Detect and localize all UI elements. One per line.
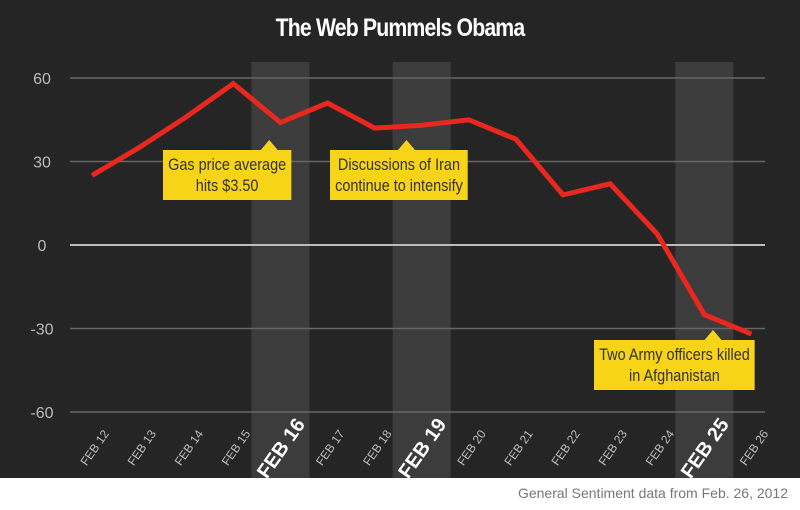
highlight-band — [675, 62, 734, 478]
annotation-text: Gas price average — [168, 155, 287, 174]
y-tick-label: -60 — [30, 405, 53, 422]
annotation-text: continue to intensify — [335, 176, 463, 195]
x-tick-label: FEB 22 — [549, 427, 584, 468]
annotation-text: hits $3.50 — [195, 176, 259, 195]
annotation-gas-price: Gas price average hits $3.50 — [163, 140, 292, 200]
highlight-band — [392, 62, 451, 478]
highlight-band — [251, 62, 310, 478]
x-tick-label: FEB 23 — [596, 427, 631, 468]
x-tick-label: FEB 20 — [454, 427, 489, 468]
chart-title: The Web Pummels Obama — [275, 14, 525, 42]
y-tick-label: -30 — [30, 322, 53, 339]
annotation-afghanistan: Two Army officers killed in Afghanistan — [594, 330, 755, 390]
y-tick-label: 60 — [33, 71, 51, 88]
y-tick-label: 30 — [33, 155, 51, 172]
x-tick-label: FEB 17 — [313, 427, 348, 468]
annotation-text: Two Army officers killed — [599, 345, 750, 364]
x-tick-label: FEB 12 — [78, 427, 113, 468]
x-tick-label: FEB 14 — [172, 427, 207, 468]
x-tick-label: FEB 13 — [125, 427, 160, 468]
annotation-text: in Afghanistan — [629, 366, 720, 385]
x-tick-label: FEB 15 — [219, 427, 254, 468]
source-note: General Sentiment data from Feb. 26, 201… — [517, 485, 788, 501]
chart-area: 60 30 0 -30 -60 FEB 12 FEB 13 FEB 14 FEB 15 FEB 1… — [0, 0, 800, 478]
x-tick-label: FEB 26 — [737, 427, 772, 468]
annotation-text: Discussions of Iran — [337, 155, 460, 174]
x-tick-label: FEB 21 — [501, 427, 536, 468]
x-tick-label: FEB 18 — [360, 427, 395, 468]
annotation-iran: Discussions of Iran continue to intensif… — [330, 140, 468, 200]
line-chart: 60 30 0 -30 -60 FEB 12 FEB 13 FEB 14 FEB 15 FEB 1… — [30, 62, 772, 478]
y-tick-label: 0 — [38, 238, 47, 255]
x-tick-label: FEB 24 — [643, 427, 678, 468]
